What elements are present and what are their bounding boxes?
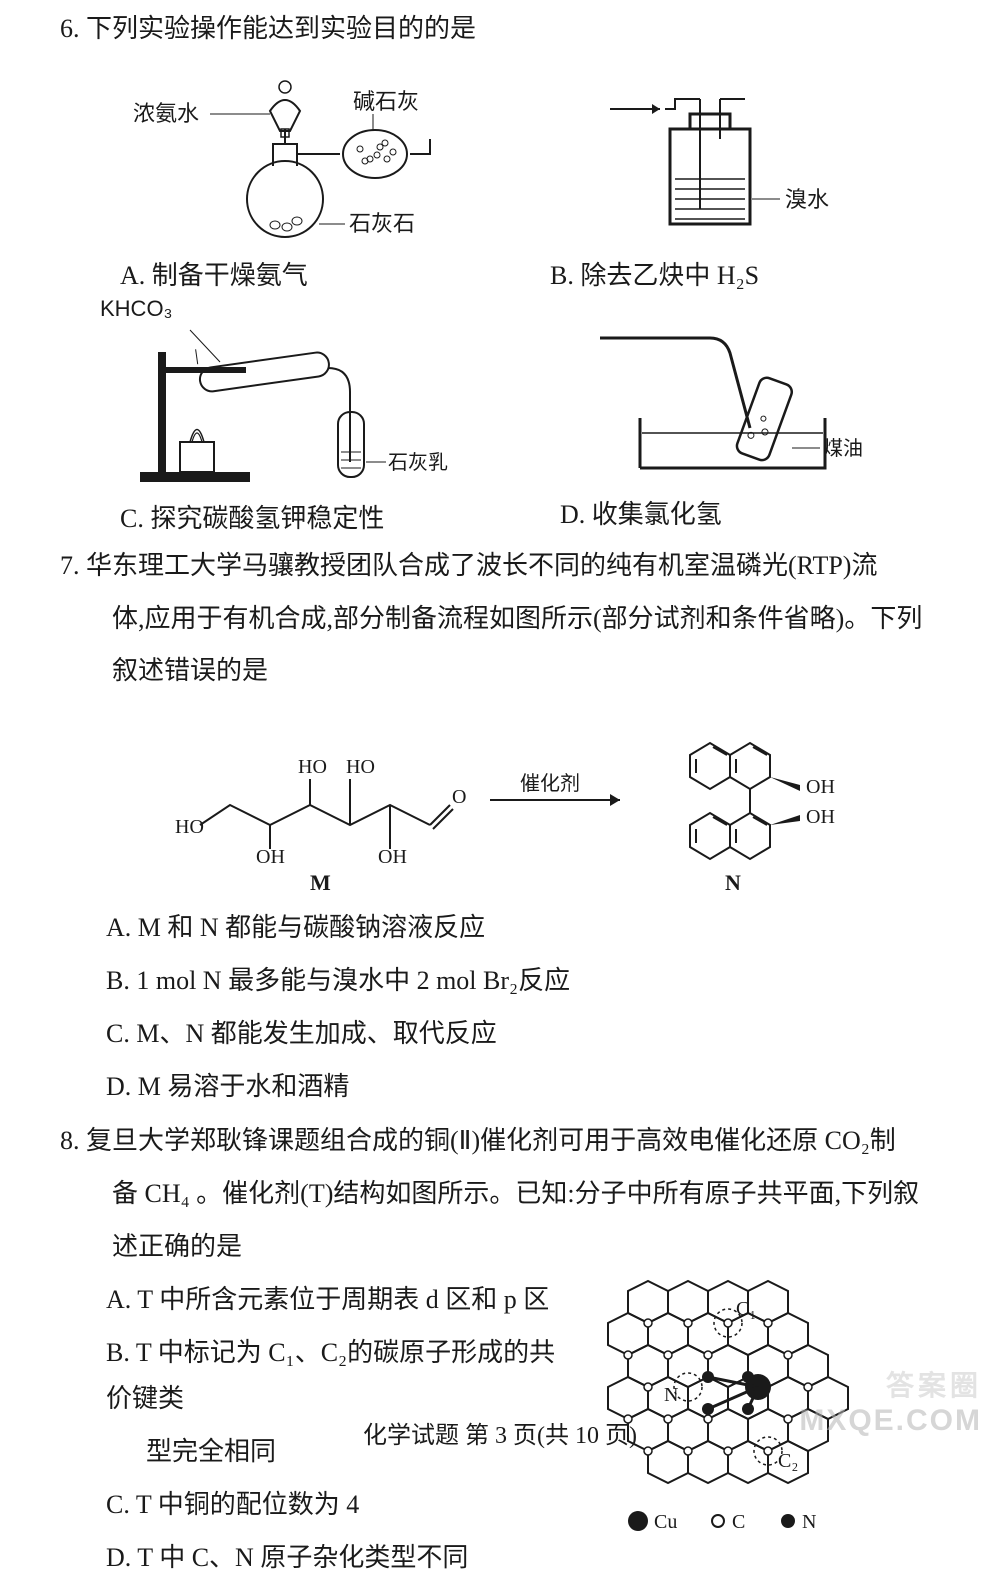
q7-optB: B. 1 mol N 最多能与溴水中 2 mol Br₂反应	[60, 958, 940, 1005]
q8-c1-label: C₁	[736, 1298, 756, 1320]
q6c-khco3-label: KHCO₃	[60, 296, 500, 322]
q6d-figure: 煤油	[570, 318, 870, 488]
q6d-label-kerosene: 煤油	[823, 437, 863, 460]
q8-optD: D. T 中 C、N 原子杂化类型不同	[60, 1535, 568, 1582]
q6b-label-bromine: 溴水	[785, 187, 829, 212]
q7-n-label: N	[725, 870, 741, 895]
svg-text:HO: HO	[175, 816, 204, 838]
watermark-cn: 答案圈	[886, 1364, 982, 1404]
q6-optD: 煤油 D. 收集氯化氢	[500, 296, 940, 535]
svg-text:O: O	[452, 786, 466, 808]
q8-stem-l3: 述正确的是	[60, 1224, 940, 1271]
q6-optB: 溴水 B. 除去乙炔中 H₂S	[500, 59, 940, 292]
q6a-caption: A. 制备干燥氨气	[60, 255, 500, 292]
q8-optA: A. T 中所含元素位于周期表 d 区和 p 区	[60, 1277, 568, 1324]
q6a-label-ammonia: 浓氨水	[133, 101, 199, 126]
q7-optA: A. M 和 N 都能与碳酸钠溶液反应	[60, 905, 940, 952]
svg-text:OH: OH	[806, 776, 835, 798]
q6b-figure: 溴水	[580, 79, 860, 249]
q8-c2-label: C₂	[778, 1450, 798, 1472]
q8-stem-l1: 8. 复旦大学郑耿锋课题组合成的铜(Ⅱ)催化剂可用于高效电催化还原 CO₂制	[60, 1118, 940, 1165]
q7-stem-l2: 体,应用于有机合成,部分制备流程如图所示(部分试剂和条件省略)。下列	[60, 596, 940, 643]
q6-optC: KHCO₃	[60, 296, 500, 535]
q8-legend-cu: Cu	[654, 1511, 677, 1533]
q7-figure: HO HO HO OH OH O M 催化剂	[120, 705, 880, 895]
q6-optA: 浓氨水 碱石灰 石灰石 A. 制备干燥氨气	[60, 59, 500, 292]
q6d-caption: D. 收集氯化氢	[500, 494, 940, 531]
svg-text:HO: HO	[298, 756, 327, 778]
watermark-en: MXQE.COM	[799, 1404, 982, 1438]
q6-stem: 6. 下列实验操作能达到实验目的的是	[60, 6, 940, 53]
q6a-figure: 浓氨水 碱石灰 石灰石	[115, 59, 445, 249]
q8-optC: C. T 中铜的配位数为 4	[60, 1482, 568, 1529]
q6a-label-sodalime: 碱石灰	[353, 89, 419, 114]
q7-m-label: M	[310, 870, 331, 895]
q6a-label-limestone: 石灰石	[349, 211, 415, 236]
q8-legend-c: C	[732, 1511, 745, 1533]
q6c-label-limemilk: 石灰乳	[388, 451, 448, 474]
q8-stem-l2: 备 CH₄ 。催化剂(T)结构如图所示。已知:分子中所有原子共平面,下列叙	[60, 1171, 940, 1218]
q7-optD: D. M 易溶于水和酒精	[60, 1064, 940, 1111]
q6b-caption: B. 除去乙炔中 H₂S	[500, 255, 940, 292]
q8-optB-l1: B. T 中标记为 C₁、C₂的碳原子形成的共价键类	[60, 1330, 568, 1424]
svg-text:OH: OH	[378, 846, 407, 868]
q6c-caption: C. 探究碳酸氢钾稳定性	[60, 498, 500, 535]
q8-n-label: N	[664, 1384, 678, 1406]
svg-text:HO: HO	[346, 756, 375, 778]
svg-text:OH: OH	[806, 806, 835, 828]
q7-stem-l3: 叙述错误的是	[60, 648, 940, 695]
q6c-figure: 石灰乳	[110, 322, 450, 492]
svg-text:OH: OH	[256, 846, 285, 868]
q7-stem-l1: 7. 华东理工大学马骧教授团队合成了波长不同的纯有机室温磷光(RTP)流	[60, 543, 940, 590]
q7-catalyst-label: 催化剂	[520, 772, 580, 795]
q7-optC: C. M、N 都能发生加成、取代反应	[60, 1011, 940, 1058]
q8-legend-n: N	[802, 1511, 816, 1533]
